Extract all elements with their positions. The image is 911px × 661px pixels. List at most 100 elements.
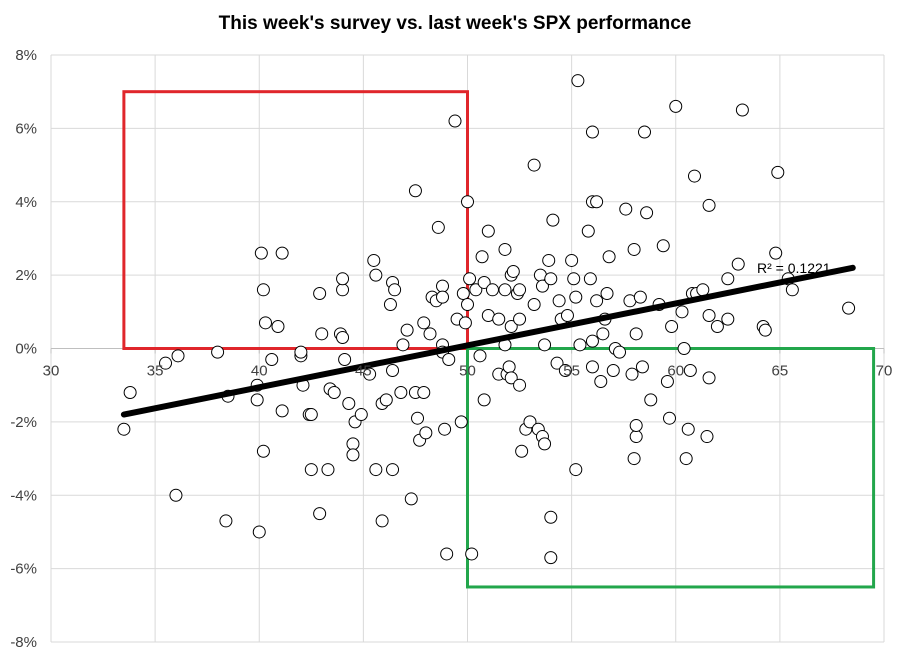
data-point bbox=[535, 279, 549, 293]
data-point bbox=[731, 257, 745, 271]
data-point bbox=[665, 319, 679, 333]
data-point bbox=[417, 386, 431, 400]
data-point bbox=[386, 364, 400, 378]
data-point bbox=[369, 463, 383, 477]
data-point bbox=[669, 99, 683, 113]
data-point bbox=[256, 283, 270, 297]
data-point bbox=[546, 213, 560, 227]
data-point bbox=[458, 316, 472, 330]
data-point bbox=[336, 283, 350, 297]
data-point bbox=[544, 551, 558, 565]
data-point bbox=[436, 279, 450, 293]
data-point bbox=[400, 323, 414, 337]
data-point bbox=[569, 290, 583, 304]
data-point bbox=[438, 422, 452, 436]
data-point bbox=[640, 206, 654, 220]
data-point bbox=[369, 268, 383, 282]
data-point bbox=[635, 360, 649, 374]
y-tick-label: -6% bbox=[10, 561, 37, 578]
data-point bbox=[485, 283, 499, 297]
data-point bbox=[315, 327, 329, 341]
data-point bbox=[600, 286, 614, 300]
data-point bbox=[627, 242, 641, 256]
data-point bbox=[696, 283, 710, 297]
data-point bbox=[321, 463, 335, 477]
data-point bbox=[448, 114, 462, 128]
data-point bbox=[258, 316, 272, 330]
data-point bbox=[560, 308, 574, 322]
data-point bbox=[677, 342, 691, 355]
data-point bbox=[679, 452, 693, 466]
data-point bbox=[492, 312, 506, 326]
x-tick-label: 50 bbox=[459, 363, 476, 380]
x-tick-label: 45 bbox=[355, 363, 372, 380]
data-point bbox=[625, 367, 639, 381]
data-point bbox=[304, 408, 318, 422]
data-point bbox=[602, 250, 616, 264]
data-point bbox=[342, 397, 356, 411]
data-point bbox=[523, 415, 537, 429]
data-point bbox=[683, 364, 697, 378]
data-point bbox=[383, 297, 397, 311]
data-point bbox=[338, 353, 352, 367]
data-point bbox=[250, 393, 264, 407]
data-point bbox=[735, 103, 749, 117]
data-point bbox=[394, 386, 408, 400]
data-point bbox=[388, 283, 402, 297]
data-point bbox=[590, 294, 604, 308]
data-point bbox=[461, 297, 474, 311]
data-point bbox=[619, 202, 633, 216]
data-point bbox=[159, 356, 173, 370]
data-point bbox=[254, 246, 268, 260]
data-point bbox=[506, 264, 520, 278]
data-point bbox=[396, 338, 410, 352]
data-point bbox=[700, 430, 714, 444]
data-point bbox=[346, 437, 360, 451]
data-point bbox=[771, 165, 785, 179]
data-point bbox=[663, 411, 677, 425]
data-point bbox=[336, 272, 350, 286]
data-point bbox=[585, 360, 599, 374]
data-point bbox=[567, 272, 581, 286]
data-point bbox=[513, 378, 527, 392]
data-point bbox=[498, 283, 512, 297]
data-point bbox=[644, 393, 658, 407]
data-point bbox=[633, 290, 647, 304]
data-point bbox=[419, 426, 433, 440]
x-tick-label: 65 bbox=[772, 363, 789, 380]
data-point bbox=[660, 375, 674, 389]
data-point bbox=[687, 169, 701, 183]
data-point bbox=[785, 283, 799, 297]
data-point bbox=[275, 404, 289, 418]
data-point bbox=[504, 371, 518, 385]
data-point bbox=[596, 327, 610, 341]
data-point bbox=[538, 437, 552, 451]
data-point bbox=[379, 393, 393, 407]
green-highlight-box bbox=[466, 347, 876, 589]
data-point bbox=[473, 349, 487, 363]
data-point bbox=[346, 448, 360, 462]
data-point bbox=[573, 338, 587, 352]
data-point bbox=[456, 286, 470, 300]
data-point bbox=[629, 430, 643, 444]
data-point bbox=[702, 308, 716, 322]
data-point bbox=[606, 364, 620, 378]
data-point bbox=[842, 301, 856, 315]
data-point bbox=[629, 419, 643, 433]
tick-labels: 30 35 40 45 50 55 60 65 70 8% 6% 4% 2% 0% -2% -4% -6% -8% bbox=[10, 47, 892, 651]
data-point bbox=[265, 353, 279, 367]
data-point bbox=[538, 338, 552, 352]
data-point bbox=[211, 345, 225, 359]
x-tick-label: 70 bbox=[876, 363, 893, 380]
data-point bbox=[408, 184, 422, 198]
data-point bbox=[702, 371, 716, 385]
data-point bbox=[594, 375, 608, 389]
r-squared-label: R² = 0.1221 bbox=[757, 260, 831, 276]
data-point bbox=[431, 220, 445, 234]
data-point bbox=[123, 386, 137, 400]
y-tick-label: -2% bbox=[10, 414, 37, 431]
data-point bbox=[513, 283, 527, 297]
data-point bbox=[354, 408, 368, 422]
data-point bbox=[465, 547, 479, 561]
